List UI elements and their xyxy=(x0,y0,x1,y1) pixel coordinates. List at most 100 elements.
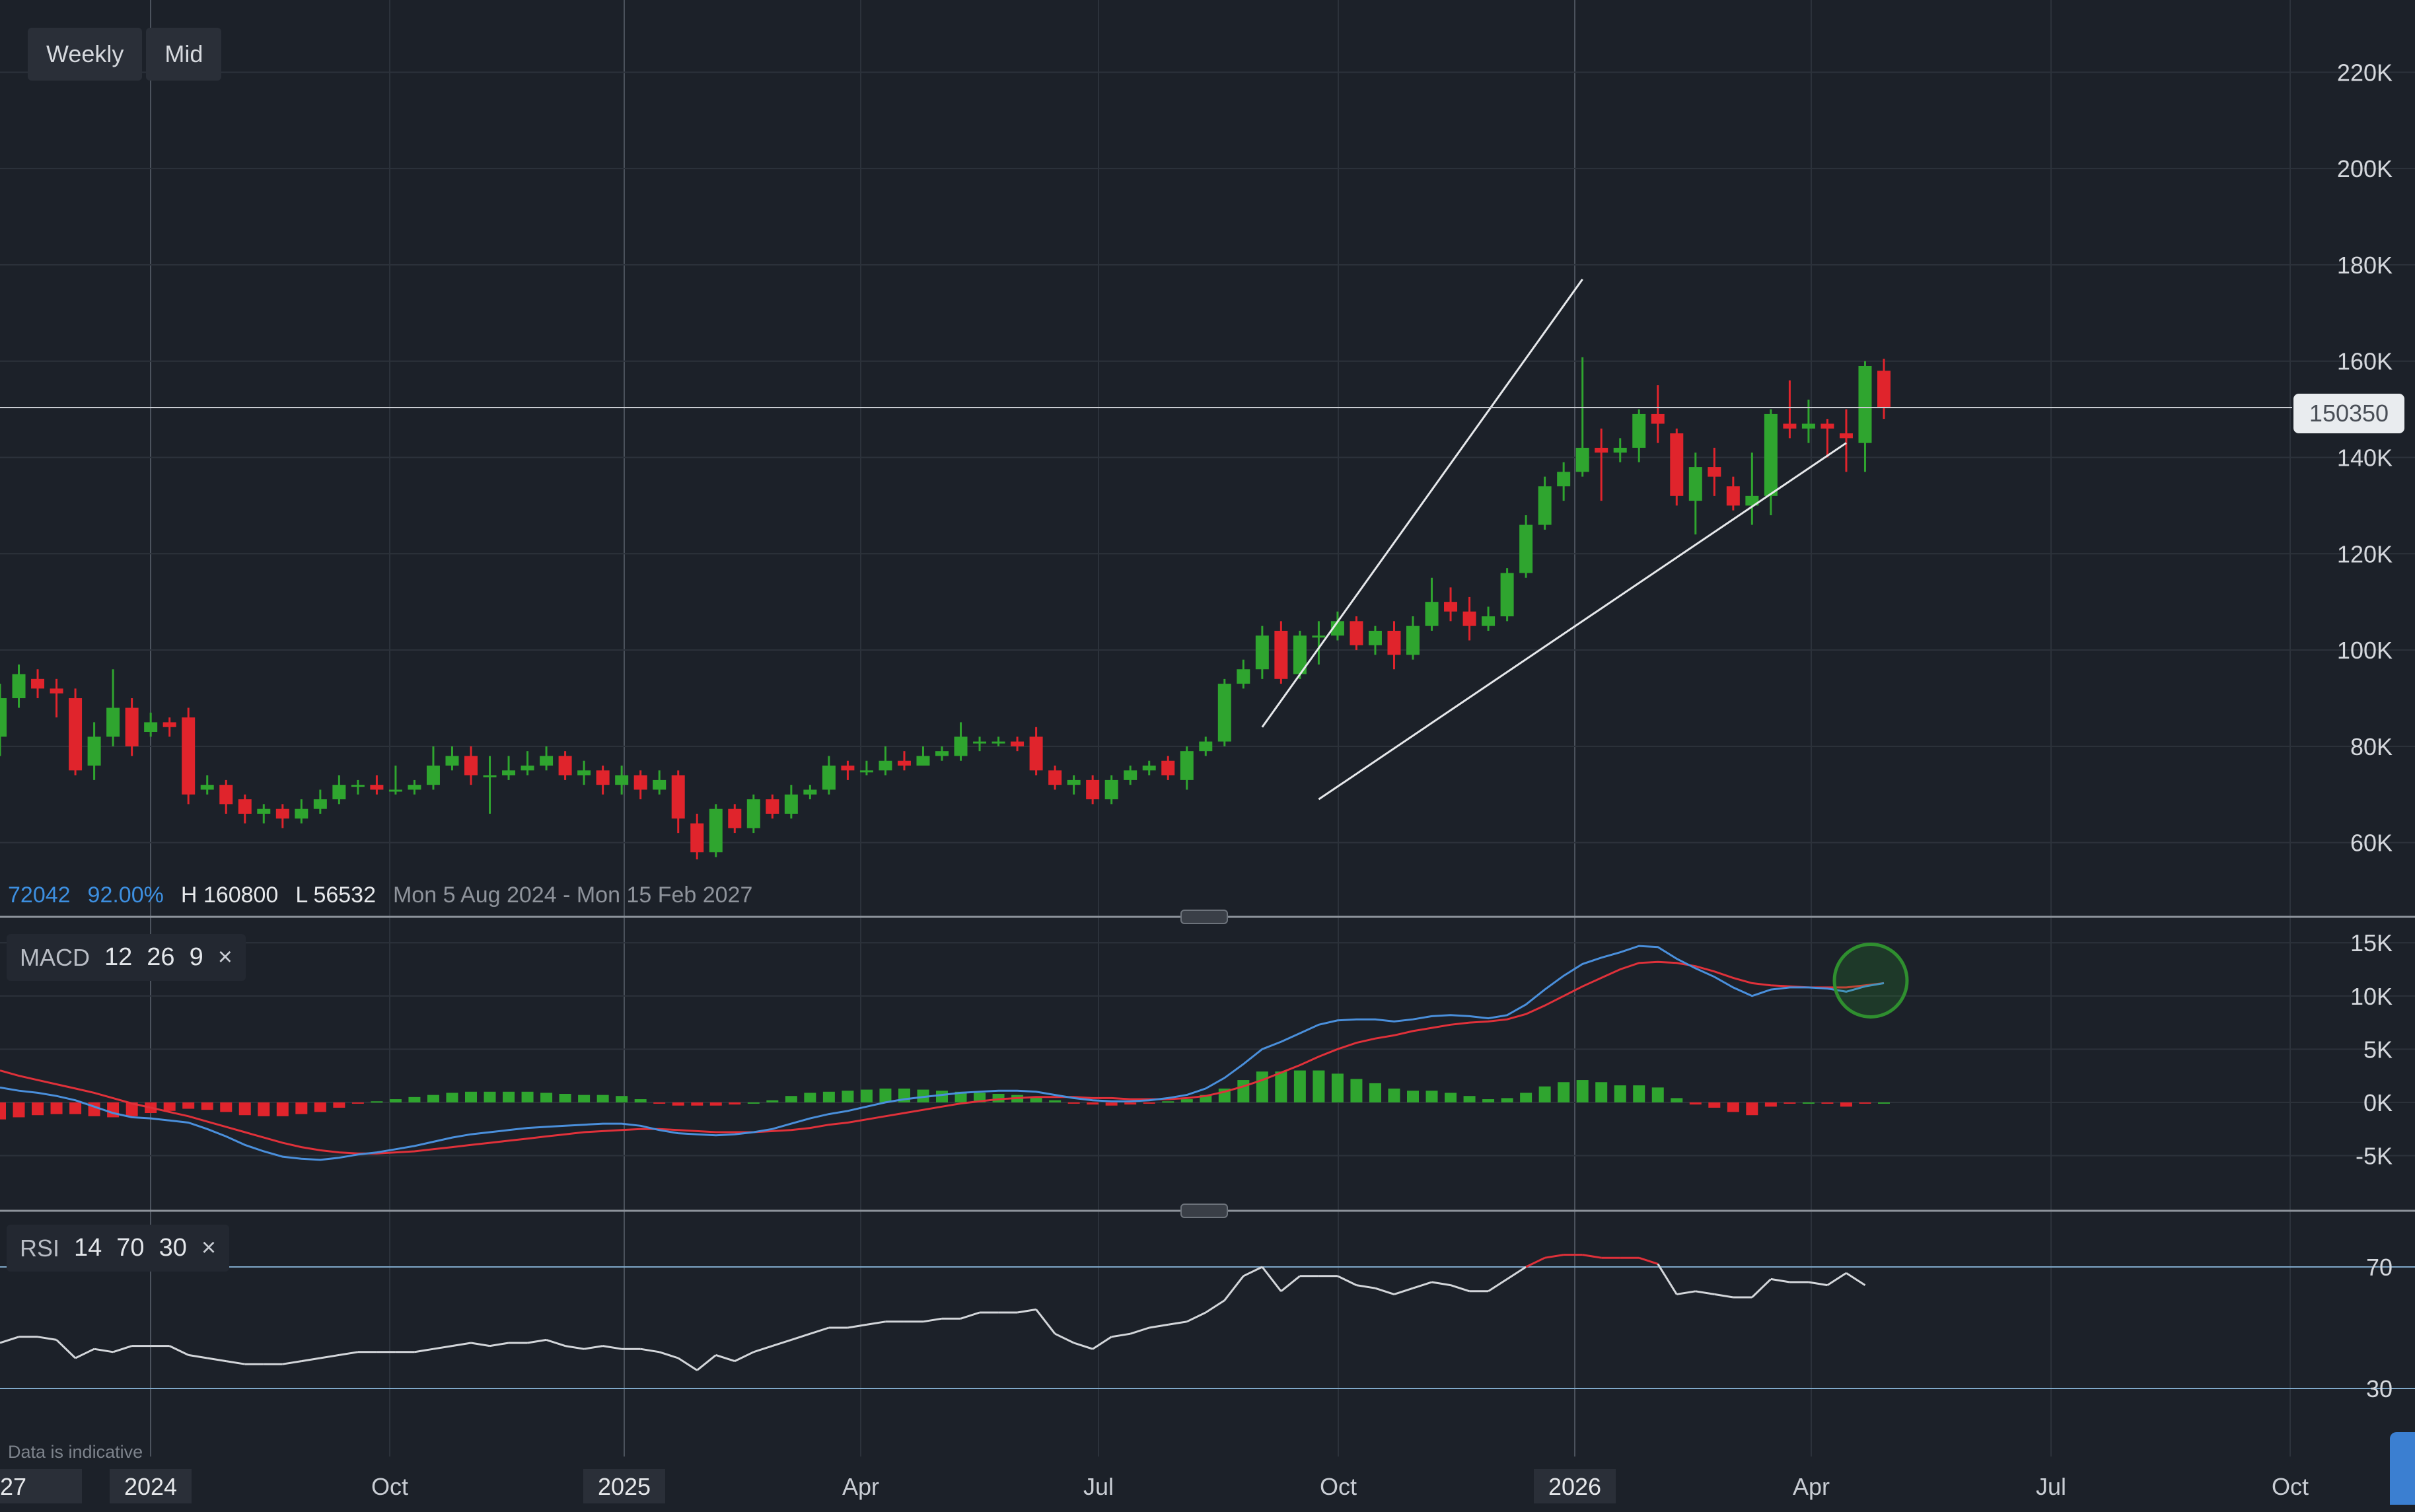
macd-histogram-bar xyxy=(276,1102,289,1116)
candle-body xyxy=(1237,669,1250,684)
candle-body xyxy=(1820,423,1834,429)
candle-body xyxy=(351,785,365,787)
macd-histogram-bar xyxy=(1445,1093,1457,1102)
rsi-line-segment xyxy=(1035,1309,1056,1335)
macd-pane xyxy=(0,942,1909,1161)
rsi-line-segment xyxy=(301,1357,321,1363)
rsi-line-segment xyxy=(1168,1320,1187,1326)
macd-histogram-bar xyxy=(333,1102,345,1108)
candle xyxy=(295,799,308,824)
rsi-line-segment xyxy=(433,1345,452,1350)
rsi-line-segment xyxy=(1525,1256,1546,1268)
signal-line xyxy=(0,960,1885,1155)
macd-histogram-bar xyxy=(634,1099,647,1102)
macd-histogram-bar xyxy=(427,1095,439,1102)
rsi-line-segment xyxy=(809,1326,830,1335)
rsi-param-period: 14 xyxy=(74,1234,102,1262)
rsi-line-segment xyxy=(94,1348,114,1353)
candle xyxy=(1124,766,1137,785)
candle xyxy=(1613,438,1627,462)
mid-button[interactable]: Mid xyxy=(146,28,222,81)
candle-body xyxy=(1877,371,1891,408)
rsi-tick-label: 70 xyxy=(2366,1254,2393,1281)
pane-resize-handle[interactable] xyxy=(1180,910,1228,924)
summary-percent: 92.00% xyxy=(87,882,164,908)
candle xyxy=(521,751,534,775)
weekly-button[interactable]: Weekly xyxy=(28,28,143,81)
rsi-line-segment xyxy=(583,1345,603,1350)
candle-body xyxy=(426,766,440,785)
candle xyxy=(1368,626,1382,655)
rsi-line-segment xyxy=(1092,1336,1112,1350)
macd-histogram-bar xyxy=(1162,1101,1174,1103)
candle xyxy=(991,737,1005,746)
candle-body xyxy=(1387,630,1401,655)
candle-body xyxy=(1613,447,1627,453)
macd-histogram-bar xyxy=(1030,1097,1042,1102)
macd-close-icon[interactable]: × xyxy=(217,943,233,971)
rsi-line-segment xyxy=(1506,1266,1527,1280)
candle xyxy=(125,698,139,756)
candle xyxy=(1745,452,1759,525)
candle-body xyxy=(1557,472,1571,487)
macd-histogram-bar xyxy=(1407,1091,1419,1102)
macd-histogram-bar xyxy=(1595,1082,1608,1102)
rsi-line-segment xyxy=(602,1345,622,1350)
scroll-to-latest-button[interactable] xyxy=(2390,1432,2415,1505)
pane-resize-handle[interactable] xyxy=(1180,1204,1228,1218)
candle-body xyxy=(12,674,26,698)
summary-range: Mon 5 Aug 2024 - Mon 15 Feb 2027 xyxy=(392,882,753,908)
rsi-line-segment xyxy=(1280,1275,1301,1292)
summary-high: H 160800 xyxy=(180,882,279,908)
candle xyxy=(200,775,214,795)
rsi-line-segment xyxy=(715,1353,735,1363)
macd-histogram-bar xyxy=(1614,1085,1626,1102)
candle-body xyxy=(558,756,572,775)
candle xyxy=(1255,626,1269,679)
candle xyxy=(87,722,101,780)
rsi-line-segment xyxy=(1714,1293,1734,1299)
rsi-line-segment xyxy=(565,1345,585,1350)
x-tick-label: Oct xyxy=(2272,1473,2309,1500)
candle xyxy=(766,794,779,819)
price-tick-label: 140K xyxy=(2337,445,2393,472)
candle xyxy=(803,785,817,800)
x-tick-label: Apr xyxy=(1793,1473,1830,1500)
candle-body xyxy=(1104,779,1118,800)
candle-body xyxy=(615,775,629,785)
candle xyxy=(746,794,760,834)
candle-body xyxy=(275,809,289,819)
price-tick-label: 80K xyxy=(2350,733,2393,760)
rsi-line-segment xyxy=(791,1332,811,1341)
candle-body xyxy=(1482,616,1496,626)
candle xyxy=(728,804,742,834)
rsi-line-segment xyxy=(659,1351,679,1359)
macd-histogram-bar xyxy=(955,1091,967,1102)
candle xyxy=(1274,621,1288,684)
rsi-line-segment xyxy=(1149,1323,1169,1329)
macd-histogram-bar xyxy=(785,1096,797,1102)
candle-body xyxy=(1632,414,1646,448)
trend-channel-line xyxy=(1261,278,1583,728)
candle-body xyxy=(483,775,497,777)
macd-histogram-bar xyxy=(917,1089,929,1102)
candle-body xyxy=(746,799,760,828)
rsi-line-segment xyxy=(1412,1281,1432,1289)
candle xyxy=(1726,476,1740,511)
candle-body xyxy=(803,789,817,795)
candle-body xyxy=(1444,602,1458,612)
macd-histogram-bar xyxy=(936,1091,948,1102)
rsi-close-icon[interactable]: × xyxy=(201,1234,217,1262)
x-tick-label: 2026 xyxy=(1548,1473,1601,1500)
rsi-label: RSI 14 70 30 × xyxy=(7,1225,230,1272)
candle-body xyxy=(766,799,779,814)
axes: 60K80K100K120K140K160K180K200K220K15K10K… xyxy=(0,59,2393,1503)
candle-body xyxy=(1745,495,1759,506)
price-tick-label: 200K xyxy=(2337,155,2393,182)
candle xyxy=(1067,775,1081,795)
macd-histogram-bar xyxy=(766,1100,779,1102)
x-tick-label: Oct xyxy=(1320,1473,1357,1500)
candle-body xyxy=(0,698,7,737)
rsi-line-segment xyxy=(470,1342,490,1348)
